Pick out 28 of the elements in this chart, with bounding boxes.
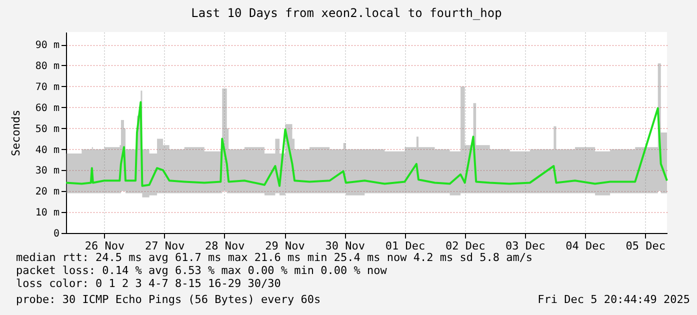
x-tick-label: 29 Nov [265, 240, 306, 252]
x-tick-label: 03 Dec [506, 240, 546, 252]
text: median rtt: 24.5 ms avg 61.7 ms max 21.6 ms min 25.4 ms now 4.2 ms sd 5.8 am/s [16, 251, 533, 264]
text: loss color: 0 1 2 3 4-7 8-15 16-29 30/30 [16, 277, 281, 290]
x-tick-label: 30 Nov [325, 240, 366, 252]
y-tick-label: 10 m [35, 208, 60, 219]
y-tick-label: 40 m [35, 144, 60, 156]
x-tick-label: 26 Nov [84, 240, 125, 252]
y-axis-title: Seconds [9, 110, 22, 156]
x-tick-label: 04 Dec [566, 240, 606, 252]
x-tick-label: 05 Dec [626, 240, 666, 252]
line-series [65, 101, 668, 187]
y-tick-label: 0 [53, 228, 60, 240]
text: packet loss: 0.14 % avg 6.53 % max 0.00 % min 0.00 % now [16, 264, 388, 277]
text: Fri Dec 5 20:44:49 2025 [538, 293, 690, 306]
x-tick-label: 27 Nov [144, 240, 186, 252]
x-tick-label: 01 Dec [385, 240, 426, 252]
y-tick-label: 90 m [35, 40, 60, 52]
y-tick-label: 80 m [35, 61, 60, 72]
x-tick-label: 02 Dec [445, 240, 486, 252]
x-tick-label: 28 Nov [205, 240, 246, 252]
y-tick-label: 30 m [35, 166, 60, 177]
y-tick-label: 70 m [35, 82, 60, 93]
y-tick-label: 60 m [35, 102, 60, 114]
y-tick-label: 20 m [35, 186, 60, 198]
chart-title: Last 10 Days from xeon2.local to fourth_hop [191, 6, 502, 20]
y-tick-label: 50 m [35, 124, 60, 135]
text: probe: 30 ICMP Echo Pings (56 Bytes) every 60s [16, 293, 321, 306]
